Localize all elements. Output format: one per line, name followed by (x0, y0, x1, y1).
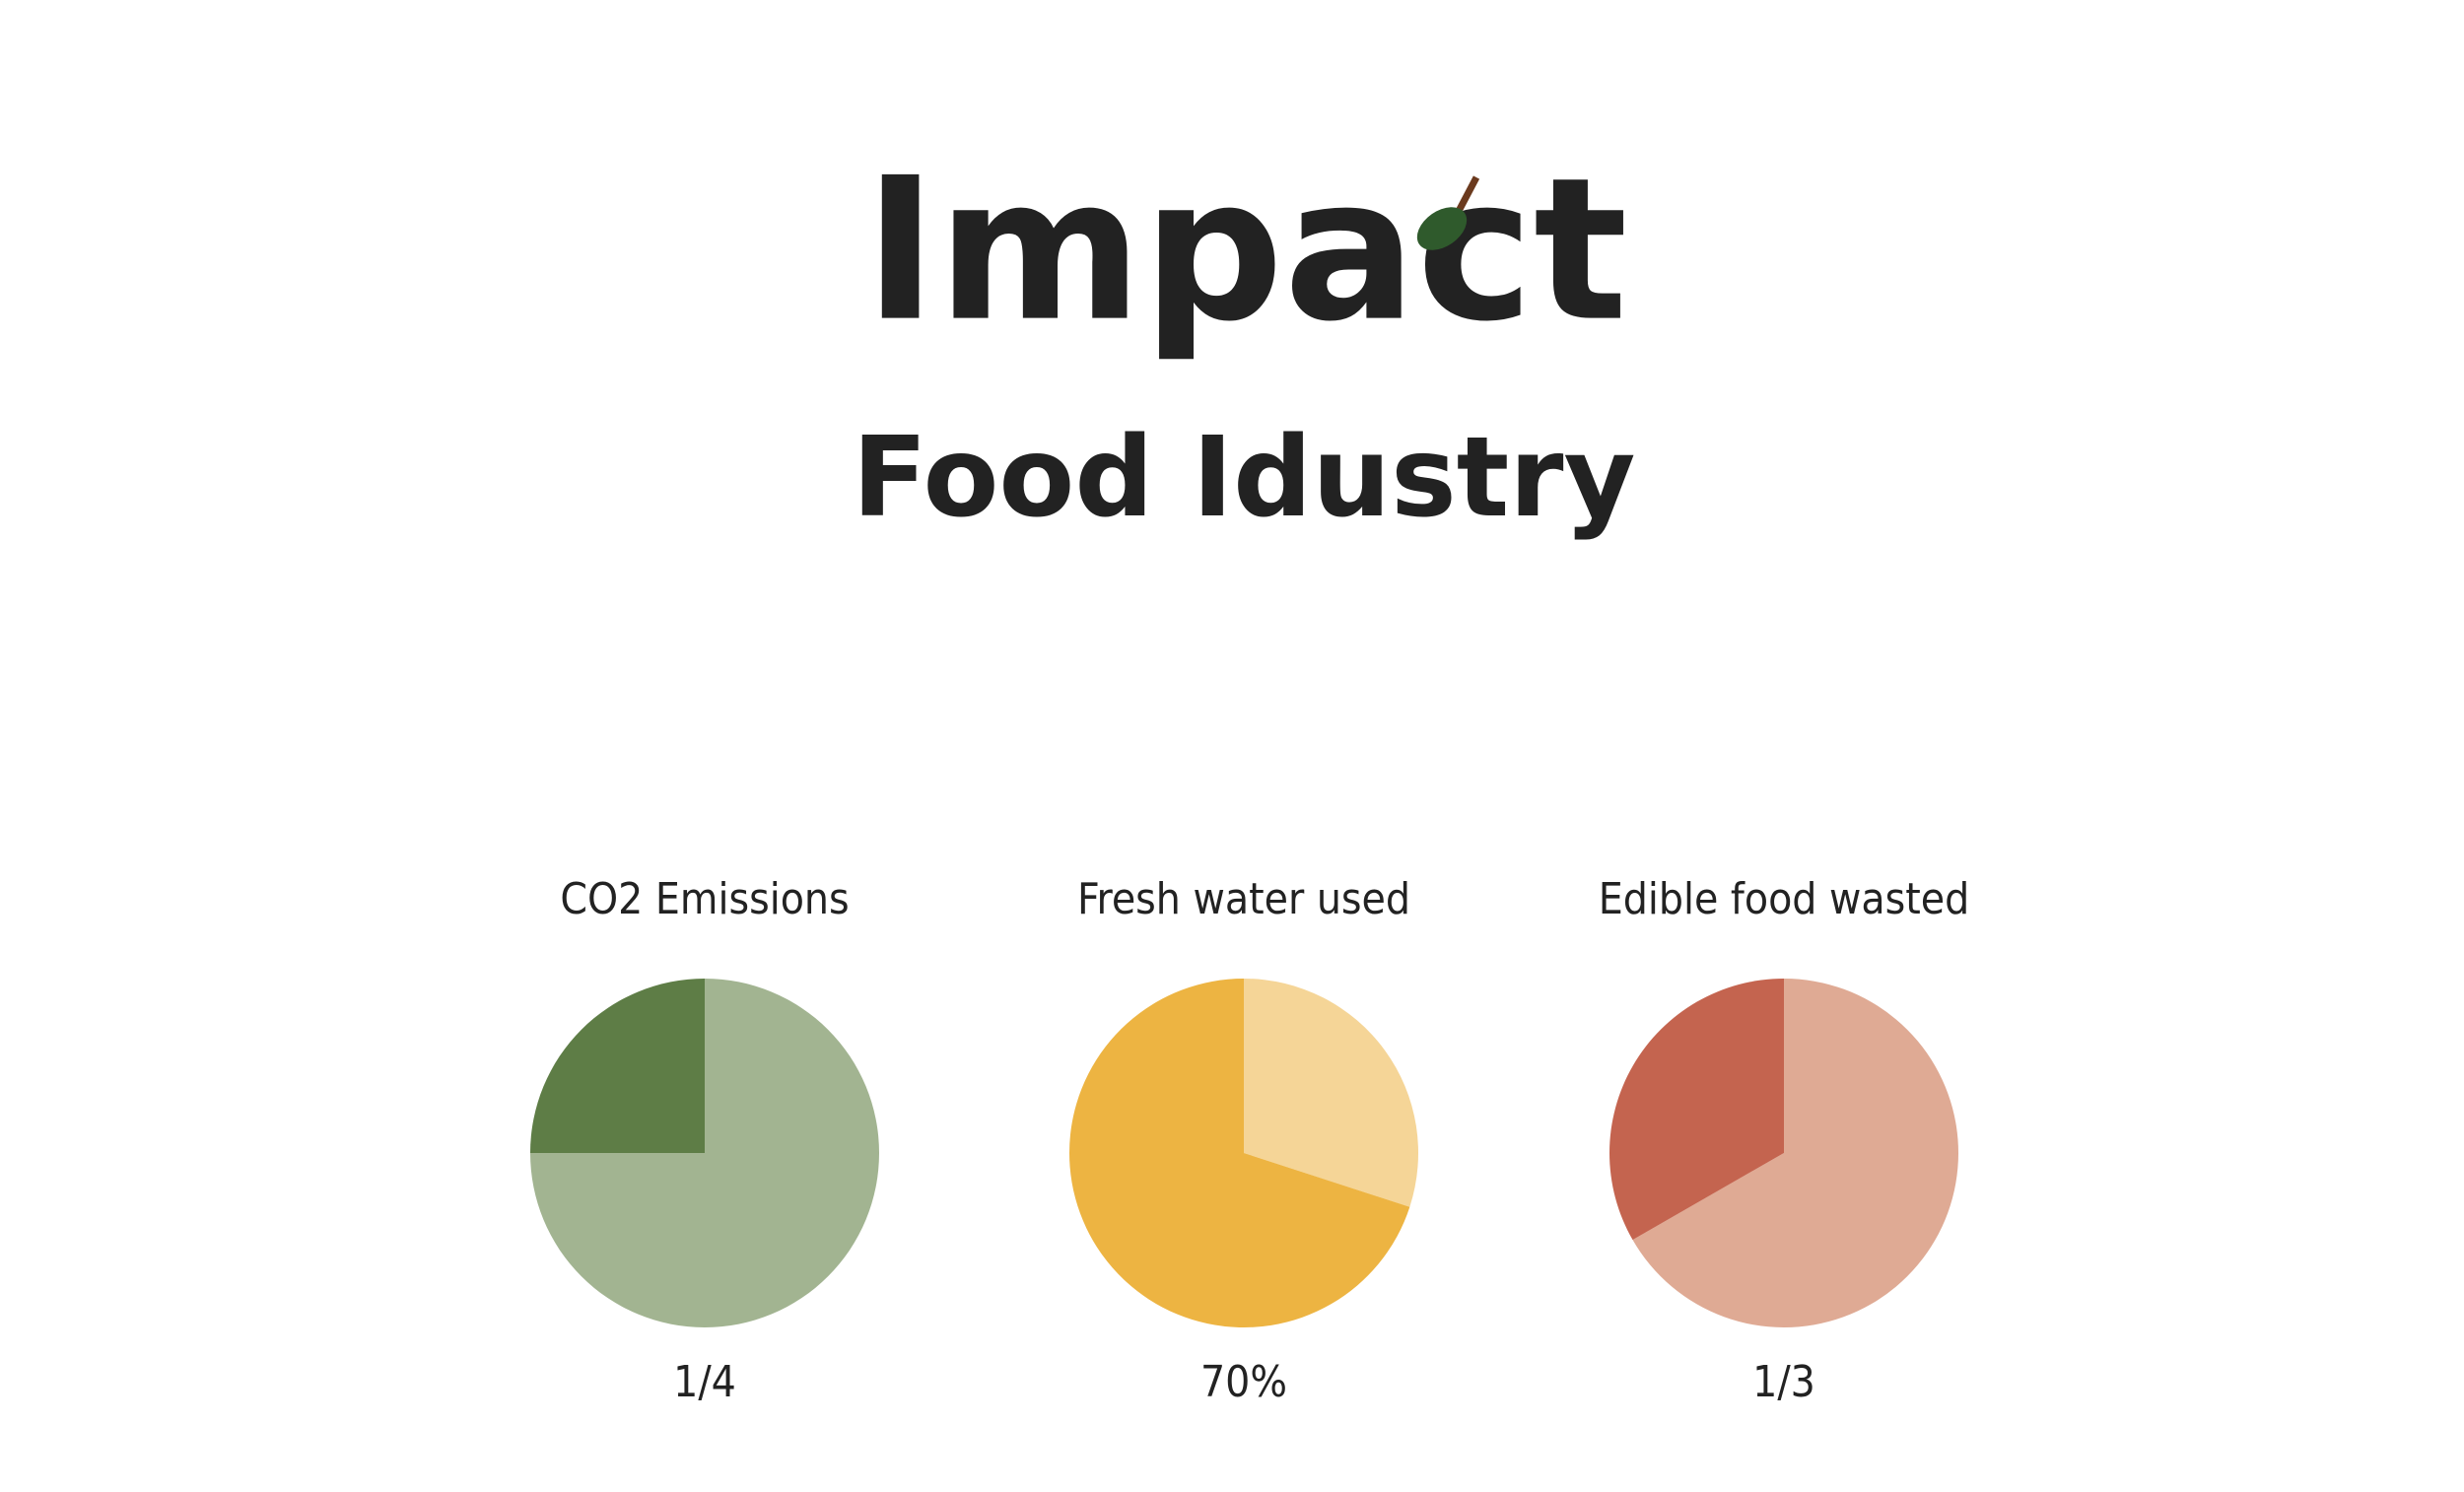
logo-title: Impact (863, 136, 1627, 366)
value-label: 1/4 (673, 1357, 736, 1407)
chart-title: CO2 Emissions (560, 874, 849, 924)
value-label: 1/3 (1752, 1357, 1815, 1407)
chart-title: Edible food wasted (1599, 874, 1970, 924)
pie-slice (1069, 979, 1410, 1327)
leaf (1416, 207, 1468, 250)
leaf-stem (1453, 175, 1480, 217)
pie-slice (1632, 979, 1959, 1327)
value-label: 70% (1200, 1357, 1287, 1407)
chart-title: Fresh water used (1077, 874, 1410, 924)
pie-slice (530, 979, 705, 1153)
logo-leaf (1416, 175, 1480, 250)
pie-slice (1244, 979, 1418, 1207)
subtitle: Food Idustry (852, 414, 1635, 542)
pie-slice (1609, 979, 1784, 1241)
